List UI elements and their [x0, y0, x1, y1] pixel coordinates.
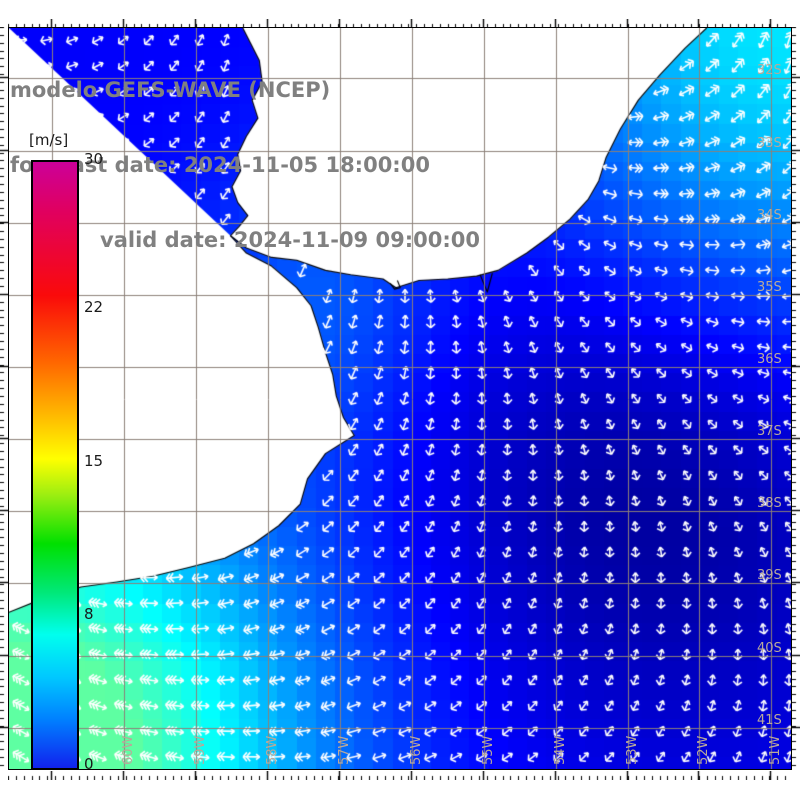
graticule-grid — [9, 28, 791, 769]
colorbar-tick-0: 0 — [84, 755, 94, 773]
lat-label-41S: 41S — [757, 712, 782, 728]
lat-label-39S: 39S — [757, 568, 782, 584]
lat-label-35S: 35S — [757, 279, 782, 295]
lon-label-59W: 59W — [193, 735, 208, 765]
lon-label-54W: 54W — [552, 735, 568, 765]
lat-label-36S: 36S — [757, 352, 782, 368]
lon-label-60W: 60W — [121, 735, 137, 765]
lon-label-53W: 53W — [624, 735, 640, 765]
map-plot-area[interactable] — [8, 27, 792, 770]
left-tick-rail — [0, 27, 9, 770]
colorbar-unit-label: [m/s] — [29, 131, 69, 149]
lon-label-51W: 51W — [768, 735, 784, 765]
top-tick-rail — [8, 19, 792, 28]
lat-label-40S: 40S — [757, 640, 782, 656]
lon-label-52W: 52W — [696, 735, 712, 765]
colorbar-tick-30: 30 — [84, 150, 104, 168]
lat-label-38S: 38S — [757, 496, 782, 512]
title-model-line: modelo GEFS-WAVE (NCEP) — [10, 78, 331, 102]
bottom-tick-rail — [8, 771, 792, 780]
lon-label-57W: 57W — [336, 735, 352, 765]
figure-title: modelo GEFS-WAVE (NCEP) forecast date: 2… — [10, 28, 570, 303]
lon-label-55W: 55W — [480, 735, 496, 765]
colorbar[interactable] — [31, 160, 79, 770]
lon-label-58W: 58W — [264, 735, 280, 765]
colorbar-tick-22: 22 — [84, 298, 104, 316]
title-forecast-line: forecast date: 2024-11-05 18:00:00 — [10, 153, 430, 177]
lat-label-37S: 37S — [757, 424, 782, 440]
lat-label-33S: 33S — [757, 135, 782, 151]
lat-label-34S: 34S — [757, 207, 782, 223]
lon-label-56W: 56W — [408, 735, 424, 765]
right-tick-rail — [792, 27, 800, 770]
colorbar-tick-8: 8 — [84, 605, 94, 623]
colorbar-tick-15: 15 — [84, 452, 104, 470]
title-valid-line: valid date: 2024-11-09 09:00:00 — [100, 228, 480, 252]
lat-label-32S: 32S — [757, 63, 782, 79]
